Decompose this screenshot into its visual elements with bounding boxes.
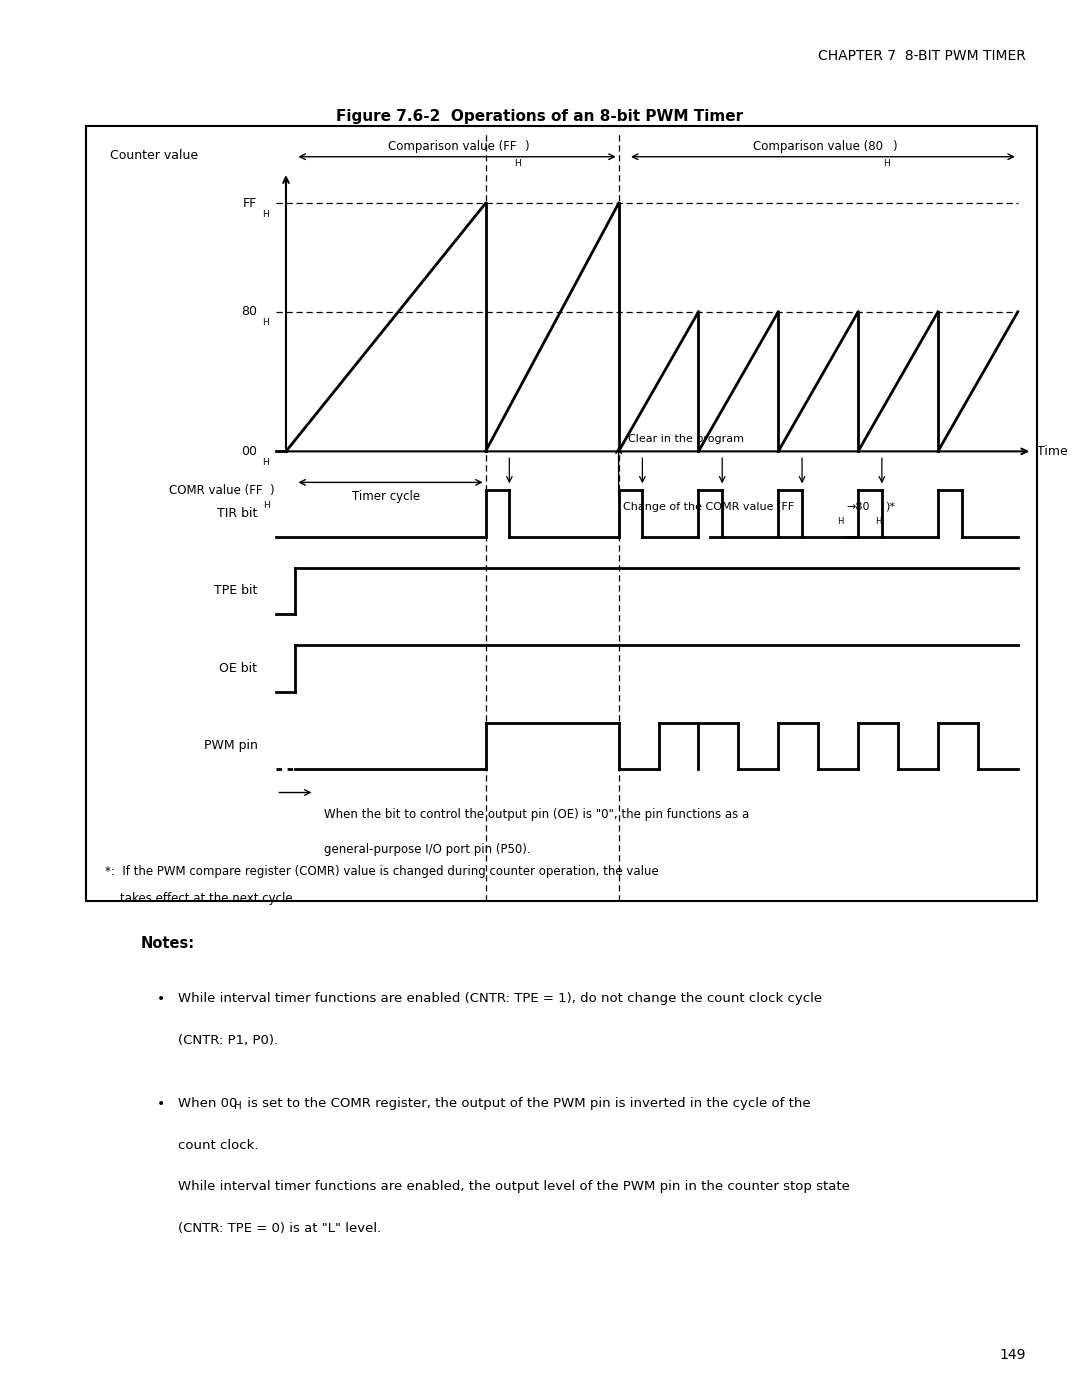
Text: CHAPTER 7  8-BIT PWM TIMER: CHAPTER 7 8-BIT PWM TIMER <box>819 49 1026 63</box>
Text: is set to the COMR register, the output of the PWM pin is inverted in the cycle : is set to the COMR register, the output … <box>243 1097 811 1109</box>
Text: PWM pin: PWM pin <box>204 739 257 753</box>
Text: •: • <box>157 992 165 1006</box>
Text: takes effect at the next cycle.: takes effect at the next cycle. <box>106 891 297 905</box>
Text: H: H <box>264 502 270 510</box>
Text: Notes:: Notes: <box>140 936 194 951</box>
Text: →80: →80 <box>847 502 870 511</box>
Text: Comparison value (80: Comparison value (80 <box>753 140 883 152</box>
Text: H: H <box>262 319 269 327</box>
Text: )*: )* <box>885 502 894 511</box>
Text: While interval timer functions are enabled (CNTR: TPE = 1), do not change the co: While interval timer functions are enabl… <box>178 992 822 1004</box>
Text: When the bit to control the output pin (OE) is "0", the pin functions as a: When the bit to control the output pin (… <box>324 807 750 821</box>
Text: While interval timer functions are enabled, the output level of the PWM pin in t: While interval timer functions are enabl… <box>178 1180 850 1193</box>
Text: ): ) <box>269 483 273 497</box>
Text: Clear in the program: Clear in the program <box>629 433 744 444</box>
Text: 00: 00 <box>242 444 257 458</box>
Text: Time: Time <box>1037 444 1067 458</box>
Text: TIR bit: TIR bit <box>217 507 257 520</box>
Text: OE bit: OE bit <box>219 662 257 675</box>
Text: H: H <box>837 517 843 527</box>
Text: COMR value (FF: COMR value (FF <box>168 483 262 497</box>
Text: Change of the COMR value (FF: Change of the COMR value (FF <box>623 502 795 511</box>
Text: Timer cycle: Timer cycle <box>352 490 420 503</box>
Text: H: H <box>514 159 521 169</box>
Text: *:  If the PWM compare register (COMR) value is changed during counter operation: *: If the PWM compare register (COMR) va… <box>106 865 659 877</box>
Text: H: H <box>882 159 890 169</box>
Text: Comparison value (FF: Comparison value (FF <box>388 140 516 152</box>
Text: H: H <box>262 458 269 467</box>
Text: Counter value: Counter value <box>110 149 199 162</box>
Text: H: H <box>875 517 881 527</box>
Text: H: H <box>234 1101 242 1111</box>
Text: general-purpose I/O port pin (P50).: general-purpose I/O port pin (P50). <box>324 842 530 856</box>
Text: TPE bit: TPE bit <box>214 584 257 598</box>
Text: When 00: When 00 <box>178 1097 238 1109</box>
Text: FF: FF <box>243 197 257 210</box>
Text: (CNTR: TPE = 0) is at "L" level.: (CNTR: TPE = 0) is at "L" level. <box>178 1222 381 1235</box>
Text: (CNTR: P1, P0).: (CNTR: P1, P0). <box>178 1034 279 1046</box>
Text: 149: 149 <box>999 1348 1026 1362</box>
Text: ): ) <box>892 140 897 152</box>
Text: H: H <box>262 210 269 219</box>
Text: count clock.: count clock. <box>178 1139 259 1151</box>
Text: •: • <box>157 1097 165 1111</box>
Text: Figure 7.6-2  Operations of an 8-bit PWM Timer: Figure 7.6-2 Operations of an 8-bit PWM … <box>337 109 743 124</box>
Text: ): ) <box>524 140 528 152</box>
Text: 80: 80 <box>242 306 257 319</box>
